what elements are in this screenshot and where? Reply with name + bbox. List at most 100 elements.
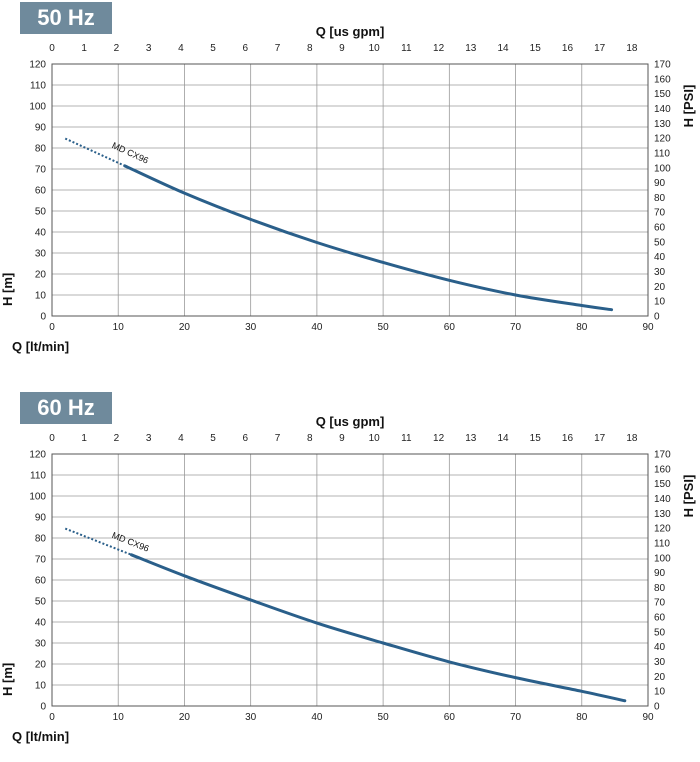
y2-tick-label: 170 (654, 60, 671, 71)
y2-tick-label: 140 (654, 494, 671, 505)
x2-tick-label: 10 (369, 43, 381, 54)
x-tick-label: 90 (642, 712, 654, 723)
y-tick-label: 120 (29, 60, 46, 71)
y-tick-label: 50 (35, 207, 47, 218)
grid-lines (51, 453, 649, 707)
y2-tick-label: 160 (654, 74, 671, 85)
y2-tick-label: 50 (654, 627, 666, 638)
x2-tick-label: 6 (243, 433, 249, 444)
x-tick-label: 90 (642, 322, 654, 333)
y-tick-label: 40 (35, 228, 47, 239)
x-tick-label: 40 (311, 712, 323, 723)
y2-tick-label: 10 (654, 687, 666, 698)
x-tick-label: 20 (179, 712, 191, 723)
x-tick-label: 70 (510, 712, 522, 723)
y2-axis-title: H [PSI] (681, 475, 696, 518)
x2-tick-label: 1 (81, 43, 87, 54)
performance-curve (129, 553, 627, 703)
y-tick-label: 100 (29, 102, 46, 113)
x2-axis-title: Q [us gpm] (316, 414, 385, 429)
y2-tick-label: 20 (654, 672, 666, 683)
y2-tick-label: 40 (654, 252, 666, 263)
curve-dotted-extension (64, 137, 126, 167)
x2-tick-label: 15 (530, 433, 542, 444)
x-axis-title: Q [lt/min] (12, 729, 69, 744)
y2-tick-label: 30 (654, 267, 666, 278)
y-tick-label: 100 (29, 492, 46, 503)
y-tick-label: 90 (35, 513, 47, 524)
y-tick-label: 70 (35, 555, 47, 566)
frequency-badge-50hz: 50 Hz (20, 2, 112, 34)
x2-tick-label: 9 (339, 433, 345, 444)
y2-tick-label: 50 (654, 237, 666, 248)
y2-tick-label: 130 (654, 119, 671, 130)
x2-tick-label: 11 (401, 433, 412, 444)
y-tick-label: 60 (35, 186, 47, 197)
y2-tick-label: 10 (654, 297, 666, 308)
y2-tick-label: 130 (654, 509, 671, 520)
x-tick-label: 10 (113, 712, 125, 723)
y2-tick-label: 80 (654, 583, 666, 594)
grid-lines (51, 63, 649, 317)
y2-tick-label: 110 (654, 538, 670, 549)
x2-tick-label: 14 (497, 43, 509, 54)
x2-tick-label: 18 (626, 433, 638, 444)
y2-tick-label: 160 (654, 464, 671, 475)
x2-tick-label: 5 (210, 433, 216, 444)
y2-tick-label: 100 (654, 553, 671, 564)
y2-tick-label: 90 (654, 178, 666, 189)
y2-tick-label: 40 (654, 642, 666, 653)
x2-axis-title: Q [us gpm] (316, 24, 385, 39)
x2-tick-label: 15 (530, 43, 542, 54)
x-tick-label: 50 (378, 322, 390, 333)
x-tick-label: 60 (444, 322, 456, 333)
x2-tick-label: 11 (401, 43, 412, 54)
y-axis-title: H [m] (0, 273, 15, 306)
x2-tick-label: 1 (81, 433, 87, 444)
x2-tick-label: 2 (114, 433, 120, 444)
x2-tick-label: 10 (369, 433, 381, 444)
plot-frame (51, 63, 649, 317)
y-axis-title: H [m] (0, 663, 15, 696)
y2-tick-label: 170 (654, 450, 671, 461)
y-tick-label: 10 (35, 291, 47, 302)
x2-tick-label: 0 (49, 433, 55, 444)
y-tick-label: 110 (30, 471, 46, 482)
x2-tick-label: 5 (210, 43, 216, 54)
x2-tick-label: 3 (146, 43, 152, 54)
y-tick-label: 20 (35, 270, 47, 281)
y-tick-label: 90 (35, 123, 47, 134)
y2-tick-label: 70 (654, 598, 666, 609)
y2-tick-label: 90 (654, 568, 666, 579)
y-tick-label: 20 (35, 660, 47, 671)
x2-tick-label: 4 (178, 43, 184, 54)
x-tick-label: 50 (378, 712, 390, 723)
y2-tick-label: 70 (654, 208, 666, 219)
x2-tick-label: 2 (114, 43, 120, 54)
x2-tick-label: 8 (307, 43, 313, 54)
y-tick-label: 0 (40, 312, 46, 323)
x2-tick-label: 13 (465, 43, 477, 54)
x2-tick-label: 17 (594, 433, 606, 444)
y2-tick-label: 0 (654, 312, 660, 323)
x-tick-label: 30 (245, 322, 257, 333)
y2-axis-title: H [PSI] (681, 85, 696, 128)
x2-tick-label: 12 (433, 43, 445, 54)
y-tick-label: 80 (35, 144, 47, 155)
y-tick-label: 30 (35, 639, 47, 650)
y-tick-label: 80 (35, 534, 47, 545)
y2-tick-label: 150 (654, 89, 671, 100)
x2-tick-label: 8 (307, 433, 313, 444)
y2-tick-label: 120 (654, 524, 671, 535)
frequency-badge-60hz: 60 Hz (20, 392, 112, 424)
y-tick-label: 70 (35, 165, 47, 176)
plot-frame (51, 453, 649, 707)
x-tick-label: 0 (49, 712, 55, 723)
y2-tick-label: 30 (654, 657, 666, 668)
y2-tick-label: 120 (654, 134, 671, 145)
y-tick-label: 50 (35, 597, 47, 608)
x-tick-label: 40 (311, 322, 323, 333)
x-tick-label: 10 (113, 322, 125, 333)
